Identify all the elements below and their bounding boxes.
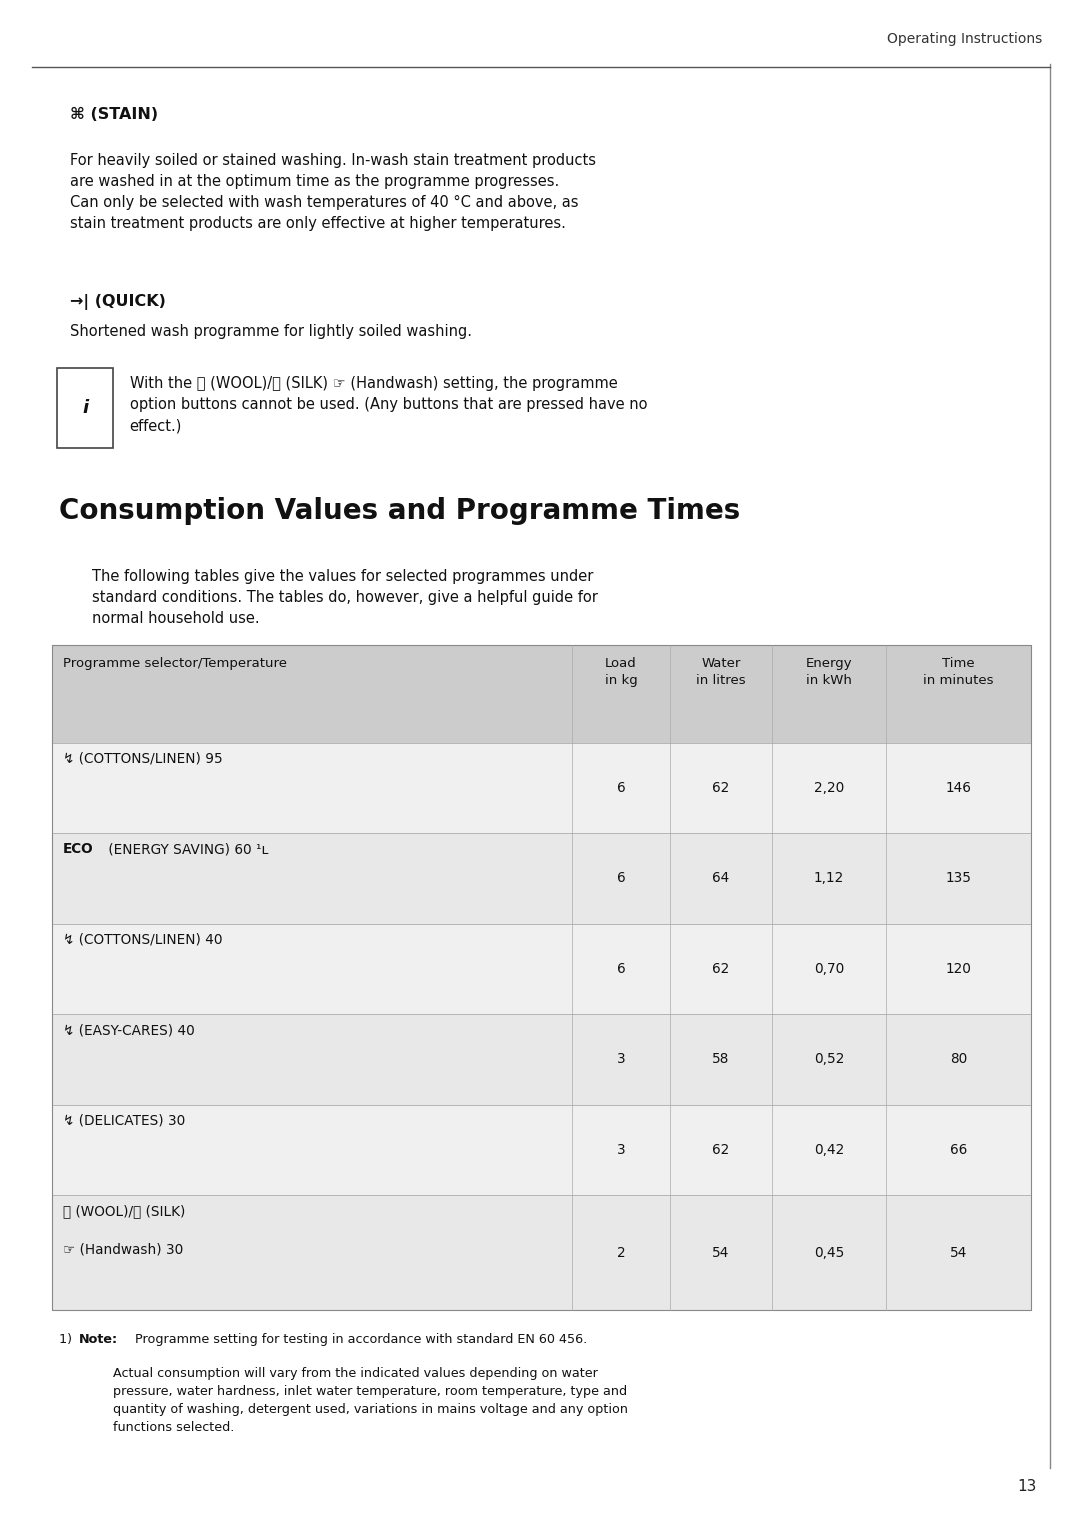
Text: 3: 3: [617, 1052, 625, 1066]
FancyBboxPatch shape: [52, 924, 1031, 1014]
FancyBboxPatch shape: [52, 1104, 1031, 1196]
Text: 62: 62: [713, 962, 729, 976]
Text: Note:: Note:: [79, 1333, 118, 1347]
Text: Shortened wash programme for lightly soiled washing.: Shortened wash programme for lightly soi…: [70, 324, 472, 339]
Text: 13: 13: [1017, 1479, 1037, 1494]
Text: ☞ (Handwash) 30: ☞ (Handwash) 30: [63, 1243, 183, 1257]
Text: The following tables give the values for selected programmes under
standard cond: The following tables give the values for…: [92, 569, 597, 625]
Text: i: i: [82, 399, 89, 417]
Text: (ENERGY SAVING) 60 ¹ʟ: (ENERGY SAVING) 60 ¹ʟ: [104, 842, 268, 856]
Text: ⓦ (WOOL)/ⓢ (SILK): ⓦ (WOOL)/ⓢ (SILK): [63, 1205, 185, 1219]
Text: 120: 120: [946, 962, 971, 976]
Text: Load
in kg: Load in kg: [605, 657, 637, 688]
Text: 135: 135: [945, 872, 972, 885]
Text: 62: 62: [713, 1142, 729, 1157]
Text: 64: 64: [713, 872, 729, 885]
Text: Time
in minutes: Time in minutes: [923, 657, 994, 688]
Text: 6: 6: [617, 962, 625, 976]
FancyBboxPatch shape: [52, 833, 1031, 924]
Text: 58: 58: [712, 1052, 730, 1066]
Text: →| (QUICK): →| (QUICK): [70, 294, 166, 309]
Text: ↯ (COTTONS/LINEN) 40: ↯ (COTTONS/LINEN) 40: [63, 933, 222, 946]
Text: Operating Instructions: Operating Instructions: [887, 32, 1042, 46]
FancyBboxPatch shape: [57, 368, 113, 448]
Text: Consumption Values and Programme Times: Consumption Values and Programme Times: [59, 497, 741, 524]
Text: 66: 66: [950, 1142, 967, 1157]
FancyBboxPatch shape: [52, 1196, 1031, 1310]
Text: 54: 54: [712, 1246, 730, 1260]
Text: 1): 1): [59, 1333, 77, 1347]
Text: ↯ (COTTONS/LINEN) 95: ↯ (COTTONS/LINEN) 95: [63, 752, 222, 766]
Text: 146: 146: [946, 781, 971, 795]
Text: Energy
in kWh: Energy in kWh: [806, 657, 852, 688]
Text: Programme selector/Temperature: Programme selector/Temperature: [63, 657, 286, 671]
Text: Water
in litres: Water in litres: [697, 657, 745, 688]
Text: Programme setting for testing in accordance with standard EN 60 456.: Programme setting for testing in accorda…: [131, 1333, 586, 1347]
FancyBboxPatch shape: [52, 645, 1031, 743]
Text: ECO: ECO: [63, 842, 93, 856]
Text: 80: 80: [950, 1052, 967, 1066]
Text: 2,20: 2,20: [813, 781, 845, 795]
Text: 1,12: 1,12: [813, 872, 845, 885]
Text: 0,70: 0,70: [813, 962, 845, 976]
Text: 62: 62: [713, 781, 729, 795]
Text: ↯ (DELICATES) 30: ↯ (DELICATES) 30: [63, 1113, 185, 1128]
Text: 54: 54: [949, 1246, 968, 1260]
FancyBboxPatch shape: [52, 1014, 1031, 1104]
Text: ↯ (EASY-CARES) 40: ↯ (EASY-CARES) 40: [63, 1023, 194, 1037]
Text: 0,52: 0,52: [813, 1052, 845, 1066]
Text: 0,42: 0,42: [813, 1142, 845, 1157]
Text: 6: 6: [617, 872, 625, 885]
Text: 6: 6: [617, 781, 625, 795]
Text: Actual consumption will vary from the indicated values depending on water
pressu: Actual consumption will vary from the in…: [113, 1367, 629, 1434]
Text: 3: 3: [617, 1142, 625, 1157]
Text: With the ⓦ (WOOL)/ⓢ (SILK) ☞ (Handwash) setting, the programme
option buttons ca: With the ⓦ (WOOL)/ⓢ (SILK) ☞ (Handwash) …: [130, 376, 647, 433]
FancyBboxPatch shape: [52, 743, 1031, 833]
Text: 0,45: 0,45: [813, 1246, 845, 1260]
Text: ⌘ (STAIN): ⌘ (STAIN): [70, 107, 159, 122]
Text: 2: 2: [617, 1246, 625, 1260]
Text: For heavily soiled or stained washing. In-wash stain treatment products
are wash: For heavily soiled or stained washing. I…: [70, 153, 596, 231]
